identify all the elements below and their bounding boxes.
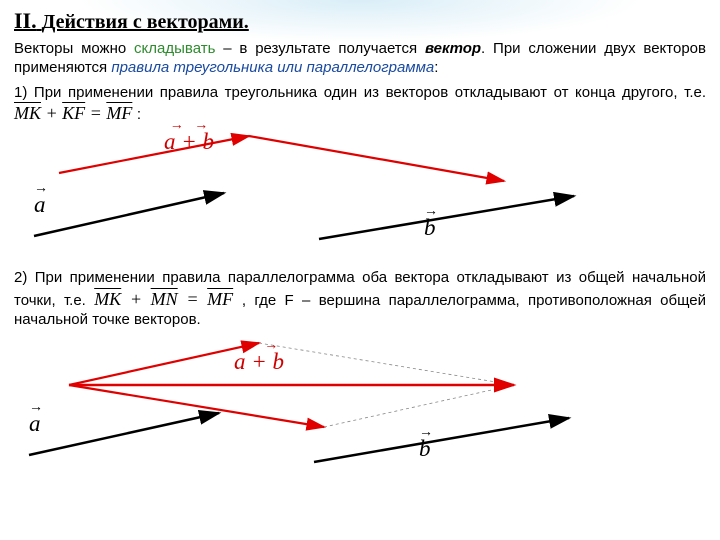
label-a2: → a (29, 405, 43, 437)
intro-rules: треугольника или параллелограмма (173, 59, 434, 76)
rule1-formula: MK + KF = MF (14, 103, 137, 123)
intro-vector: вектор (425, 40, 481, 57)
intro-rule-pre: правила (111, 59, 173, 76)
roman-numeral: II. (14, 8, 37, 33)
vec-a2 (29, 413, 219, 455)
dash1 (259, 343, 514, 385)
label-sum: → → a + b (164, 123, 214, 155)
intro-pre: Векторы можно (14, 40, 134, 57)
vec-a-red2 (69, 343, 259, 385)
dash2 (324, 385, 514, 427)
vec-a (34, 193, 224, 236)
label-sum2: → → a + b (234, 343, 284, 375)
intro-green: складывать (134, 40, 215, 57)
rule2-formula: MK + MN = MF (94, 289, 242, 309)
diagram-triangle-rule: → → a + b → a → b (14, 131, 706, 261)
label-a: → a (34, 186, 48, 218)
label-b: → b (424, 209, 438, 241)
vec-b2 (314, 418, 569, 462)
title-text: Действия с векторами. (42, 11, 249, 33)
rule1-post: : (137, 106, 141, 123)
diagram2-svg (14, 335, 706, 475)
vec-b (319, 196, 574, 239)
page-title: II. Действия с векторами. (14, 8, 706, 34)
intro-mid: – в результате получается (215, 40, 425, 57)
intro-end: : (434, 59, 438, 76)
diagram-parallelogram-rule: → → a + b → a → b (14, 335, 706, 475)
rule1-pre: 1) При применении правила треугольника о… (14, 84, 706, 101)
vec-b-red (249, 136, 504, 181)
rule2-paragraph: 2) При применении правила параллелограмм… (14, 269, 706, 329)
intro-paragraph: Векторы можно складывать – в результате … (14, 40, 706, 78)
rule1-paragraph: 1) При применении правила треугольника о… (14, 84, 706, 126)
vec-a-red (59, 136, 249, 173)
diagram1-svg (14, 131, 706, 261)
vec-b-red2 (69, 385, 324, 427)
label-b2: → b (419, 430, 433, 462)
